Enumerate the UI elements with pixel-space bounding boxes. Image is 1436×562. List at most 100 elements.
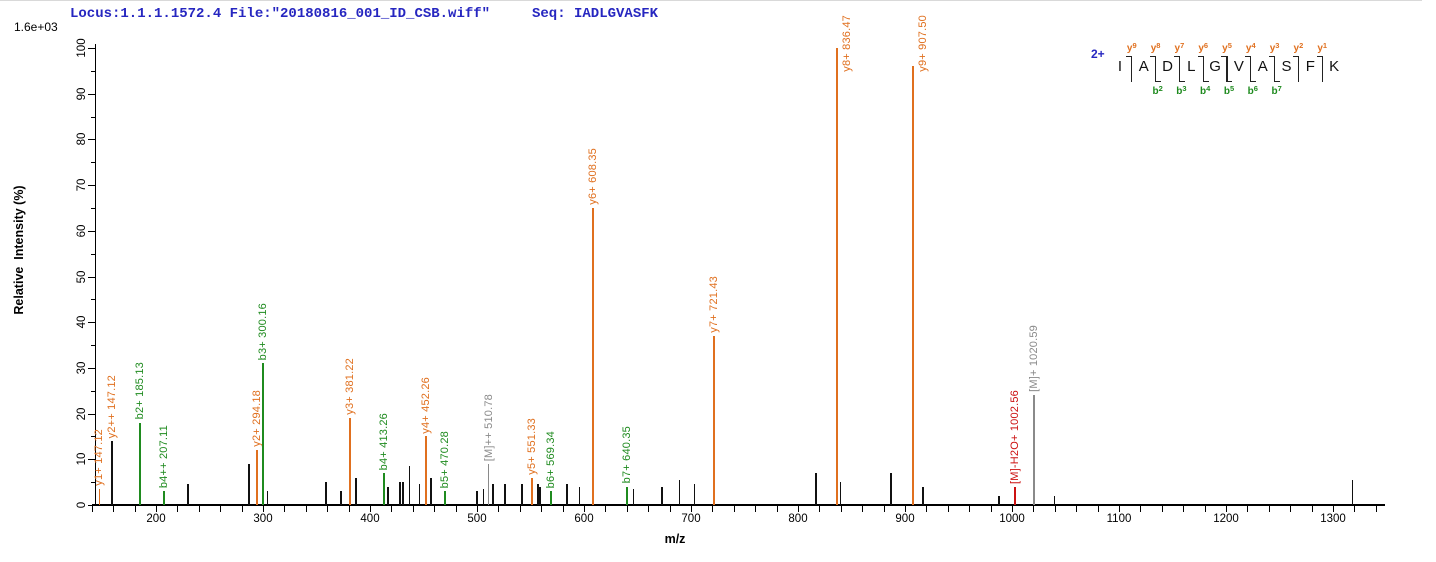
annotated-peak bbox=[255, 450, 258, 505]
peak bbox=[678, 479, 680, 505]
x-tick-label: 700 bbox=[681, 513, 701, 525]
x-tick-label: 1200 bbox=[1213, 513, 1239, 525]
b-ion-label: b3 bbox=[1176, 84, 1187, 97]
x-tick bbox=[990, 505, 992, 512]
peak-label: y6+ 608.35 bbox=[586, 148, 599, 205]
y-ion-label: y4 bbox=[1245, 41, 1256, 54]
x-tick bbox=[284, 505, 286, 512]
fragment-divider-top-arm bbox=[1150, 56, 1155, 58]
y-ion-label: y6 bbox=[1198, 41, 1209, 54]
peak-label: y7+ 721.43 bbox=[707, 276, 720, 333]
annotated-peak bbox=[626, 486, 629, 505]
y-tick bbox=[91, 116, 96, 118]
peak bbox=[492, 484, 494, 505]
annotated-peak bbox=[531, 477, 533, 505]
x-tick-label: 1300 bbox=[1320, 513, 1346, 525]
annotated-peak bbox=[162, 491, 165, 505]
x-tick bbox=[455, 505, 457, 512]
x-tick bbox=[905, 505, 906, 512]
y-tick bbox=[88, 185, 96, 187]
x-tick bbox=[434, 505, 436, 512]
y-tick bbox=[88, 48, 96, 49]
y-tick-label: 0 bbox=[76, 501, 88, 509]
annotated-peak bbox=[912, 66, 914, 505]
x-tick bbox=[798, 505, 799, 512]
fragment-divider-bottom-arm bbox=[1203, 80, 1209, 82]
annotated-peak bbox=[592, 207, 594, 505]
x-tick-label: 300 bbox=[253, 513, 273, 525]
residue-letter: S bbox=[1281, 58, 1292, 75]
peak-label: y8+ 836.47 bbox=[841, 15, 854, 72]
peak bbox=[418, 484, 420, 505]
fragment-divider bbox=[1250, 56, 1252, 82]
b-ion-label: b7 bbox=[1271, 84, 1282, 97]
residue-letter: A bbox=[1138, 58, 1149, 75]
y-tick-label: 90 bbox=[76, 87, 88, 101]
fragment-divider-top-arm bbox=[1316, 56, 1322, 58]
b-ion-label: b2 bbox=[1152, 84, 1163, 97]
y-tick bbox=[91, 299, 96, 301]
fragment-divider-top-arm bbox=[1197, 56, 1203, 58]
peak-label: y5+ 551.33 bbox=[525, 417, 538, 475]
peak-label: b2+ 185.13 bbox=[134, 362, 147, 420]
y-tick-label: 100 bbox=[76, 38, 88, 58]
y-ion-label: y8 bbox=[1150, 41, 1161, 54]
peak bbox=[815, 473, 817, 505]
x-tick bbox=[1204, 505, 1206, 512]
fragment-divider-bottom-arm bbox=[1227, 80, 1233, 82]
annotated-peak bbox=[139, 422, 141, 505]
x-tick bbox=[605, 505, 607, 512]
y-tick bbox=[88, 93, 96, 95]
x-tick bbox=[562, 505, 564, 512]
x-tick bbox=[391, 505, 393, 512]
peak-label: [M]-H2O+ 1002.56 bbox=[1008, 389, 1021, 484]
fragment-divider-top-arm bbox=[1126, 56, 1132, 58]
x-tick bbox=[1268, 505, 1270, 512]
y-ion-label: y1 bbox=[1317, 41, 1328, 54]
x-tick bbox=[926, 505, 928, 512]
x-tick bbox=[840, 505, 842, 512]
x-tick bbox=[348, 505, 350, 512]
annotated-peak bbox=[444, 491, 447, 505]
y-ion-label: y5 bbox=[1222, 41, 1232, 54]
fragment-divider-bottom-arm bbox=[1179, 80, 1185, 82]
x-tick bbox=[1375, 505, 1377, 512]
window-top-border bbox=[0, 0, 1422, 1]
x-axis-title: m/z bbox=[664, 532, 686, 546]
x-tick bbox=[91, 505, 93, 512]
x-tick bbox=[1354, 505, 1356, 512]
peak bbox=[922, 486, 924, 505]
x-tick bbox=[1311, 505, 1313, 512]
y-tick-label: 40 bbox=[76, 315, 88, 329]
x-tick bbox=[1140, 505, 1142, 512]
fragment-divider bbox=[1274, 56, 1276, 82]
peak bbox=[537, 484, 539, 505]
x-tick-label: 200 bbox=[146, 513, 166, 525]
annotated-peak bbox=[713, 335, 715, 505]
x-tick bbox=[733, 505, 735, 512]
fragment-divider-bottom-arm bbox=[1156, 80, 1161, 82]
y-ion-label: y3 bbox=[1269, 41, 1280, 54]
peak-label: b4++ 207.11 bbox=[157, 425, 170, 489]
x-tick bbox=[969, 505, 971, 512]
fragment-divider-top-arm bbox=[1292, 56, 1298, 58]
x-tick bbox=[819, 505, 821, 512]
annotated-peak bbox=[425, 436, 427, 505]
x-tick bbox=[134, 505, 136, 512]
y-ion-label: y2 bbox=[1293, 41, 1304, 54]
peak bbox=[504, 484, 506, 505]
x-tick bbox=[755, 505, 757, 512]
y-tick bbox=[91, 436, 96, 438]
y-tick-label: 20 bbox=[76, 407, 88, 420]
peak-label: [M]+ 1020.59 bbox=[1028, 325, 1041, 393]
fragment-divider-bottom-arm bbox=[1251, 80, 1257, 82]
y-tick-label: 10 bbox=[76, 452, 88, 466]
y-tick bbox=[91, 390, 96, 392]
x-tick bbox=[1097, 505, 1099, 512]
x-tick bbox=[113, 505, 115, 512]
peak-label: [M]++ 510.78 bbox=[482, 393, 495, 461]
x-tick bbox=[691, 505, 692, 512]
x-tick bbox=[1054, 505, 1056, 512]
